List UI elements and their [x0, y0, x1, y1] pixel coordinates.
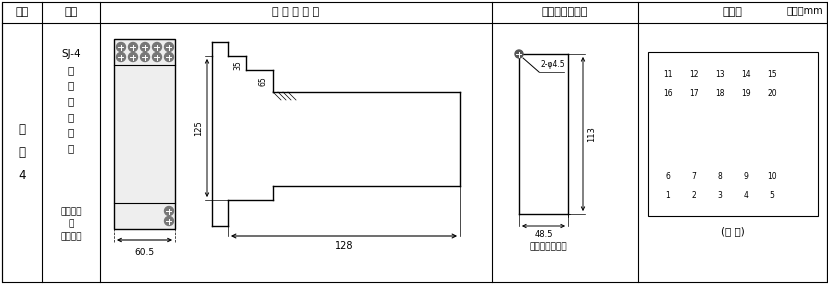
Circle shape [164, 206, 173, 216]
Circle shape [128, 43, 137, 51]
Text: 附
图
4: 附 图 4 [18, 123, 26, 182]
Circle shape [117, 53, 125, 62]
Text: 17: 17 [688, 89, 698, 97]
Text: 20: 20 [766, 89, 776, 97]
Text: 48.5: 48.5 [533, 230, 552, 239]
Bar [647, 52, 817, 216]
Text: 35: 35 [233, 60, 243, 70]
Text: 113: 113 [586, 126, 595, 142]
Text: 6: 6 [665, 172, 670, 181]
Text: 3: 3 [717, 191, 721, 199]
Text: 19: 19 [740, 89, 750, 97]
Text: (正 视): (正 视) [720, 226, 744, 236]
Circle shape [117, 43, 125, 51]
Circle shape [152, 53, 161, 62]
Text: 外 形 尺 寸 图: 外 形 尺 寸 图 [272, 7, 319, 18]
Text: 5: 5 [768, 191, 773, 199]
Circle shape [164, 216, 173, 225]
Circle shape [140, 43, 149, 51]
Text: 卡轨安装
或
螺钉安装: 卡轨安装 或 螺钉安装 [60, 207, 82, 241]
Bar [114, 39, 175, 229]
Text: 端子图: 端子图 [722, 7, 742, 18]
Text: 60.5: 60.5 [134, 248, 154, 257]
Circle shape [164, 43, 173, 51]
Text: 2: 2 [691, 191, 696, 199]
Text: 螺钉安装开孔图: 螺钉安装开孔图 [529, 242, 566, 251]
Text: 15: 15 [766, 70, 776, 78]
Text: 图号: 图号 [16, 7, 29, 18]
Text: 8: 8 [717, 172, 721, 181]
Text: 结构: 结构 [65, 7, 78, 18]
Text: 安装开孔尺寸图: 安装开孔尺寸图 [542, 7, 588, 18]
Text: 1: 1 [665, 191, 670, 199]
Text: 13: 13 [715, 70, 724, 78]
Text: 10: 10 [766, 172, 776, 181]
Circle shape [128, 53, 137, 62]
Text: 14: 14 [740, 70, 750, 78]
Circle shape [140, 53, 149, 62]
Circle shape [514, 50, 522, 58]
Text: 18: 18 [715, 89, 724, 97]
Text: 16: 16 [662, 89, 672, 97]
Text: 4: 4 [743, 191, 748, 199]
Circle shape [152, 43, 161, 51]
Text: 125: 125 [194, 120, 203, 136]
Text: 凸
出
式
前
接
线: 凸 出 式 前 接 线 [68, 65, 74, 153]
Text: 128: 128 [335, 241, 353, 251]
Text: 11: 11 [662, 70, 672, 78]
Text: 12: 12 [688, 70, 698, 78]
Text: 7: 7 [691, 172, 696, 181]
Text: 2-φ4.5: 2-φ4.5 [541, 60, 565, 69]
Text: 65: 65 [258, 76, 267, 86]
Text: 9: 9 [743, 172, 748, 181]
Text: 单位：mm: 单位：mm [786, 5, 822, 15]
Circle shape [164, 53, 173, 62]
Text: SJ-4: SJ-4 [61, 49, 80, 59]
